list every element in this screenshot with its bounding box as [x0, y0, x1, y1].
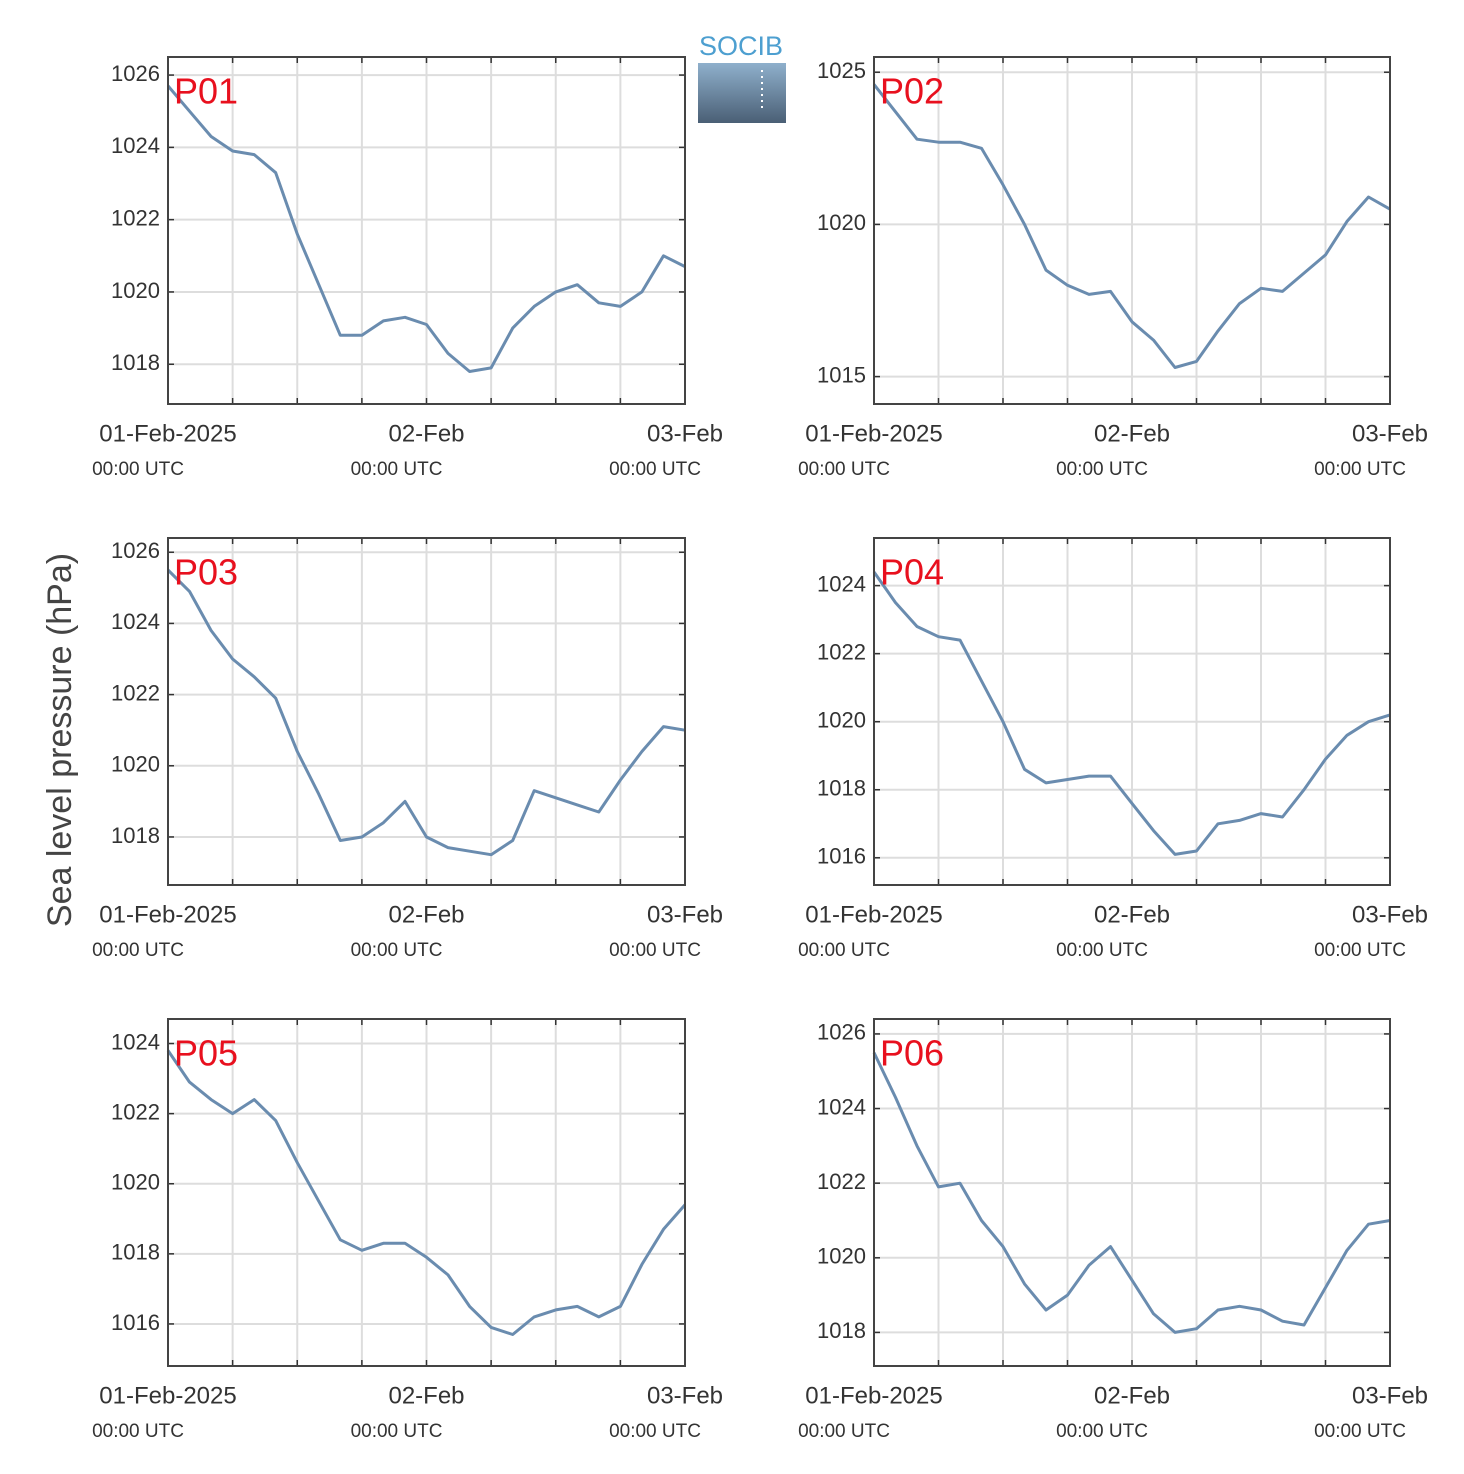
x-tick-sublabel: 00:00 UTC — [1056, 1421, 1148, 1442]
x-tick-label: 03-Feb — [647, 901, 723, 928]
y-tick-label: 1018 — [111, 350, 160, 375]
y-tick-label: 1016 — [111, 1310, 160, 1335]
y-tick-label: 1020 — [817, 210, 866, 235]
y-tick-label: 1022 — [111, 680, 160, 705]
x-tick-label: 03-Feb — [1352, 901, 1428, 928]
x-tick-sublabel: 00:00 UTC — [1314, 459, 1406, 480]
y-tick-label: 1026 — [111, 538, 160, 563]
x-tick-sublabel: 00:00 UTC — [92, 1421, 184, 1442]
x-tick-sublabel: 00:00 UTC — [1314, 940, 1406, 961]
logo-box — [698, 63, 786, 123]
plot-frame — [873, 537, 1391, 886]
plot-frame — [167, 1018, 686, 1367]
x-tick-label: 01-Feb-2025 — [99, 1382, 236, 1409]
data-line — [166, 84, 686, 373]
panel-title: P02 — [880, 71, 944, 112]
panel-title: P04 — [880, 552, 944, 593]
logo: SOCIB — [698, 31, 786, 123]
panel-title: P06 — [880, 1033, 944, 1074]
y-tick-label: 1024 — [111, 609, 160, 634]
data-line — [872, 1051, 1391, 1334]
y-tick-label: 1026 — [111, 61, 160, 86]
y-tick-label: 1020 — [111, 1170, 160, 1195]
panel-title: P03 — [174, 552, 238, 593]
y-tick-label: 1022 — [817, 1169, 866, 1194]
x-tick-label: 02-Feb — [388, 420, 464, 447]
x-tick-label: 01-Feb-2025 — [99, 420, 236, 447]
panel: 1018 1020 1022 1024 1026 01-Feb-2025 00:00 UTC… — [92, 537, 723, 961]
y-axis-label: Sea level pressure (hPa) — [41, 553, 79, 927]
panel-title: P01 — [174, 71, 238, 112]
y-tick-label: 1018 — [817, 776, 866, 801]
x-tick-sublabel: 00:00 UTC — [1056, 459, 1148, 480]
y-tick-label: 1024 — [111, 133, 160, 158]
x-tick-label: 01-Feb-2025 — [805, 901, 942, 928]
panel: 1018 1020 1022 1024 1026 01-Feb-2025 00:00 UTC… — [798, 1018, 1428, 1442]
x-tick-sublabel: 00:00 UTC — [798, 1421, 890, 1442]
x-tick-sublabel: 00:00 UTC — [351, 1421, 443, 1442]
data-line — [166, 568, 686, 857]
y-tick-label: 1024 — [817, 1094, 866, 1119]
y-tick-label: 1015 — [817, 362, 866, 387]
x-tick-sublabel: 00:00 UTC — [798, 459, 890, 480]
y-tick-label: 1022 — [111, 1099, 160, 1124]
y-tick-label: 1022 — [111, 205, 160, 230]
y-tick-label: 1024 — [111, 1029, 160, 1054]
panel: 1018 1020 1022 1024 1026 01-Feb-2025 00:00 UTC… — [92, 56, 723, 480]
x-tick-label: 02-Feb — [1094, 901, 1170, 928]
x-tick-sublabel: 00:00 UTC — [351, 940, 443, 961]
x-tick-label: 03-Feb — [1352, 1382, 1428, 1409]
plot-frame — [167, 56, 686, 405]
y-tick-label: 1018 — [111, 823, 160, 848]
y-tick-label: 1022 — [817, 639, 866, 664]
x-tick-sublabel: 00:00 UTC — [609, 459, 701, 480]
panel-title: P05 — [174, 1033, 238, 1074]
y-tick-label: 1016 — [817, 844, 866, 869]
x-tick-label: 01-Feb-2025 — [805, 1382, 942, 1409]
plot-frame — [167, 537, 686, 886]
plot-frame — [873, 56, 1391, 405]
data-line — [872, 83, 1391, 369]
logo-text: SOCIB — [699, 31, 783, 61]
x-tick-label: 01-Feb-2025 — [805, 420, 942, 447]
y-tick-label: 1025 — [817, 58, 866, 83]
x-tick-sublabel: 00:00 UTC — [1314, 1421, 1406, 1442]
x-tick-sublabel: 00:00 UTC — [92, 459, 184, 480]
x-tick-label: 03-Feb — [647, 1382, 723, 1409]
y-tick-label: 1018 — [817, 1318, 866, 1343]
y-tick-label: 1024 — [817, 571, 866, 596]
x-tick-sublabel: 00:00 UTC — [609, 940, 701, 961]
x-tick-sublabel: 00:00 UTC — [1056, 940, 1148, 961]
x-tick-sublabel: 00:00 UTC — [92, 940, 184, 961]
panel: 1016 1018 1020 1022 1024 01-Feb-2025 00:00 UTC… — [798, 537, 1428, 961]
y-tick-label: 1026 — [817, 1020, 866, 1045]
x-tick-label: 02-Feb — [1094, 420, 1170, 447]
y-tick-label: 1018 — [111, 1240, 160, 1265]
x-tick-label: 02-Feb — [388, 1382, 464, 1409]
x-tick-label: 01-Feb-2025 — [99, 901, 236, 928]
panel: 1015 1020 1025 01-Feb-2025 00:00 UTC 02-Feb 00… — [798, 56, 1428, 480]
x-tick-sublabel: 00:00 UTC — [351, 459, 443, 480]
plot-frame — [873, 1018, 1391, 1367]
y-tick-label: 1020 — [111, 278, 160, 303]
x-tick-label: 02-Feb — [1094, 1382, 1170, 1409]
x-tick-label: 03-Feb — [647, 420, 723, 447]
y-tick-label: 1020 — [111, 752, 160, 777]
y-tick-label: 1020 — [817, 1244, 866, 1269]
data-line — [872, 571, 1391, 856]
x-tick-sublabel: 00:00 UTC — [609, 1421, 701, 1442]
data-line — [166, 1049, 687, 1336]
x-tick-label: 02-Feb — [388, 901, 464, 928]
panel: 1016 1018 1020 1022 1024 01-Feb-2025 00:00 UTC… — [92, 1018, 723, 1442]
y-tick-label: 1020 — [817, 708, 866, 733]
x-tick-label: 03-Feb — [1352, 420, 1428, 447]
x-tick-sublabel: 00:00 UTC — [798, 940, 890, 961]
